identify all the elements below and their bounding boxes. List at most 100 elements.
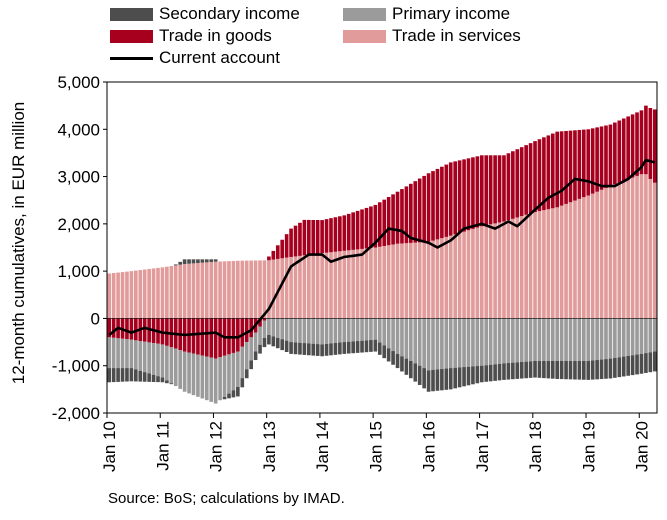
- bar-primary-income: [533, 318, 537, 361]
- bar-trade-in-services: [400, 243, 404, 319]
- bar-trade-in-services: [373, 247, 378, 319]
- legend-item-primary-income: Primary income: [343, 4, 510, 24]
- bar-primary-income: [502, 318, 506, 364]
- bar-trade-in-services: [448, 235, 453, 319]
- bar-secondary-income: [147, 373, 151, 382]
- x-tick-label: Jan 19: [579, 421, 598, 472]
- bar-trade-in-goods: [413, 181, 418, 243]
- bar-trade-in-services: [568, 202, 573, 319]
- bar-primary-income: [617, 318, 622, 358]
- bar-primary-income: [599, 318, 604, 360]
- bar-secondary-income: [537, 360, 542, 378]
- bar-primary-income: [182, 351, 187, 392]
- bar-secondary-income: [173, 264, 178, 266]
- bar-trade-in-goods: [351, 212, 355, 250]
- bar-primary-income: [338, 318, 342, 343]
- bar-trade-in-goods: [111, 318, 116, 338]
- bar-secondary-income: [386, 348, 391, 362]
- bar-trade-in-services: [333, 251, 338, 319]
- bar-trade-in-services: [169, 266, 174, 319]
- bar-secondary-income: [320, 344, 324, 357]
- bar-trade-in-goods: [426, 173, 431, 242]
- bar-trade-in-goods: [644, 105, 648, 175]
- bar-secondary-income: [608, 358, 613, 379]
- bar-trade-in-services: [298, 255, 302, 319]
- bar-trade-in-goods: [524, 145, 528, 215]
- bar-secondary-income: [120, 368, 125, 382]
- bar-secondary-income: [497, 363, 502, 381]
- bar-primary-income: [648, 318, 653, 353]
- bar-secondary-income: [307, 343, 311, 356]
- bar-primary-income: [360, 318, 364, 341]
- bar-secondary-income: [111, 368, 116, 383]
- bar-primary-income: [218, 357, 222, 401]
- bar-secondary-income: [582, 360, 586, 380]
- bar-secondary-income: [342, 342, 347, 354]
- bar-secondary-income: [617, 357, 622, 378]
- bar-trade-in-services: [586, 195, 591, 319]
- bar-secondary-income: [479, 365, 484, 383]
- bar-trade-in-goods: [568, 130, 573, 203]
- bar-primary-income: [395, 318, 400, 354]
- bar-primary-income: [307, 318, 311, 344]
- bar-secondary-income: [346, 341, 351, 354]
- bar-trade-in-services: [271, 259, 276, 319]
- bar-secondary-income: [639, 353, 644, 374]
- bar-trade-in-services: [604, 187, 608, 319]
- bar-trade-in-goods: [213, 318, 218, 359]
- bar-primary-income: [231, 352, 236, 391]
- bar-secondary-income: [400, 356, 404, 372]
- bar-trade-in-goods: [511, 151, 515, 219]
- bar-trade-in-services: [120, 272, 125, 319]
- bar-trade-in-services: [462, 231, 466, 319]
- bar-trade-in-services: [125, 271, 129, 319]
- bar-trade-in-services: [479, 226, 484, 319]
- bar-secondary-income: [360, 340, 364, 353]
- bar-primary-income: [151, 343, 156, 375]
- bar-secondary-income: [355, 341, 360, 353]
- bar-primary-income: [524, 318, 528, 362]
- bar-secondary-income: [200, 259, 205, 263]
- bar-trade-in-services: [573, 200, 577, 319]
- bar-secondary-income: [284, 340, 289, 352]
- bar-secondary-income: [129, 368, 134, 382]
- bar-trade-in-goods: [630, 114, 635, 178]
- bar-trade-in-services: [475, 227, 480, 319]
- bar-trade-in-services: [409, 242, 413, 319]
- bar-primary-income: [635, 318, 639, 355]
- y-tick-labels: -2,000 -1,000 0 1,000 2,000 3,000 4,000 5,000: [52, 73, 100, 423]
- bar-primary-income: [652, 318, 657, 352]
- bar-primary-income: [111, 337, 116, 369]
- bar-trade-in-goods: [373, 204, 378, 248]
- bar-trade-in-goods: [515, 149, 520, 218]
- bar-trade-in-goods: [129, 318, 134, 340]
- bar-secondary-income: [196, 259, 200, 264]
- bar-secondary-income: [417, 365, 422, 385]
- bar-primary-income: [440, 318, 444, 370]
- bar-trade-in-goods: [577, 129, 582, 199]
- bar-trade-in-services: [346, 250, 351, 319]
- bar-trade-in-goods: [267, 256, 271, 261]
- bar-trade-in-services: [147, 268, 151, 319]
- bar-secondary-income: [116, 368, 120, 382]
- bar-secondary-income: [275, 337, 280, 349]
- bar-trade-in-services: [555, 207, 560, 319]
- bar-primary-income: [400, 318, 404, 357]
- bar-trade-in-services: [559, 205, 564, 319]
- bar-trade-in-goods: [302, 219, 307, 256]
- bar-trade-in-goods: [475, 156, 480, 228]
- bar-primary-income: [200, 355, 205, 399]
- bar-trade-in-goods: [284, 234, 289, 258]
- plot-frame: [106, 81, 658, 414]
- bar-primary-income: [608, 318, 613, 359]
- bar-trade-in-services: [355, 249, 360, 319]
- legend-item-current-account: Current account: [110, 48, 280, 68]
- bar-trade-in-services: [635, 175, 639, 319]
- bar-trade-in-services: [440, 238, 444, 319]
- bar-primary-income: [590, 318, 595, 361]
- bar-trade-in-services: [582, 197, 586, 319]
- bar-secondary-income: [409, 360, 413, 379]
- bar-trade-in-services: [364, 248, 369, 319]
- bar-trade-in-goods: [280, 239, 285, 259]
